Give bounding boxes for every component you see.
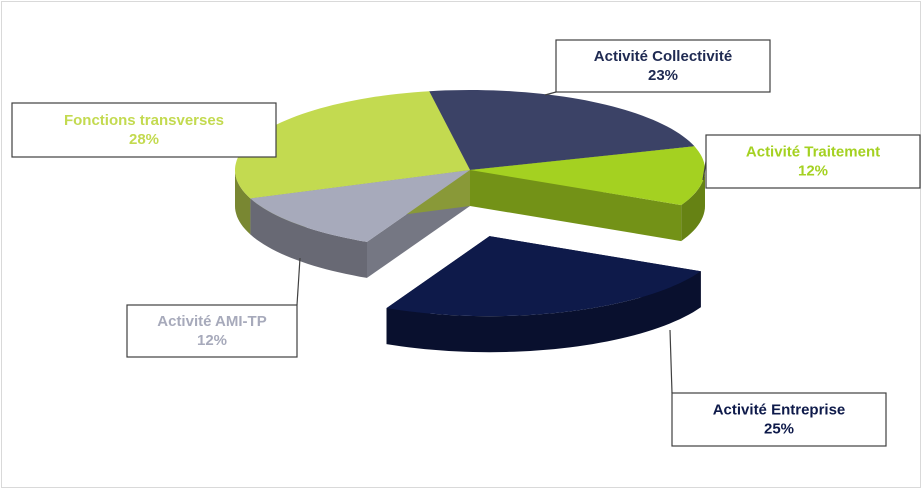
leader-line — [296, 257, 301, 306]
slice-cut-face — [470, 170, 682, 242]
slice-side — [386, 271, 701, 353]
labels: Activité Collectivité 23% Activité Traitem… — [11, 39, 921, 447]
leader-line — [669, 329, 673, 394]
value-label: 23% — [648, 67, 678, 84]
label-box — [671, 392, 887, 447]
label-box — [705, 134, 921, 189]
category-label: Activité AMI-TP — [157, 313, 266, 330]
category-label: Fonctions transverses — [64, 112, 224, 129]
category-label: Activité Entreprise — [713, 401, 846, 418]
value-label: 25% — [764, 420, 794, 437]
label-box — [555, 39, 771, 93]
label-box — [126, 304, 298, 358]
value-label: 12% — [197, 332, 227, 349]
slice-side — [235, 170, 251, 235]
value-label: 28% — [129, 131, 159, 148]
value-label: 12% — [798, 162, 828, 179]
category-label: Activité Traitement — [746, 143, 880, 160]
category-label: Activité Collectivité — [594, 48, 732, 65]
slice — [250, 170, 470, 242]
slice — [235, 91, 470, 199]
label-box — [11, 102, 277, 158]
leader-line — [544, 91, 557, 96]
pie — [235, 90, 705, 353]
slice — [470, 146, 705, 206]
slice — [386, 236, 701, 317]
slice-side — [250, 198, 367, 278]
slice — [429, 90, 695, 170]
slice-side — [681, 170, 705, 242]
